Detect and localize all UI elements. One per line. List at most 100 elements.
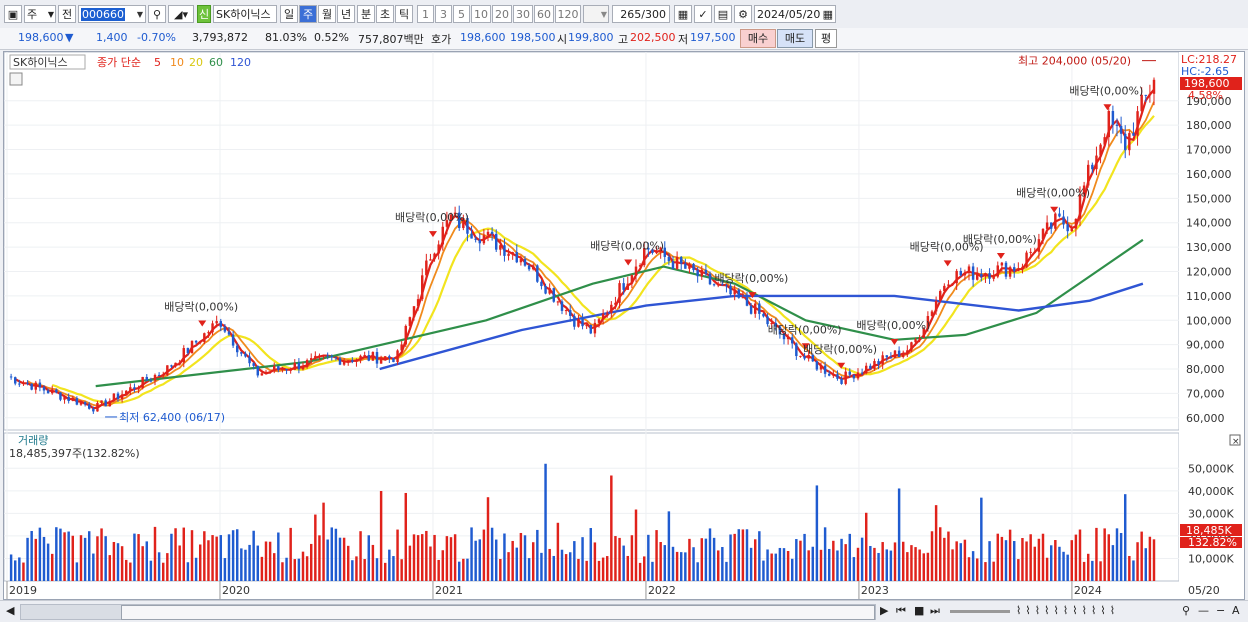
search-icon[interactable]: ⚲ — [148, 5, 166, 23]
volume-bar — [112, 541, 116, 581]
candle-body — [910, 342, 913, 351]
candle-body — [367, 355, 371, 361]
drawing-tools-icon[interactable]: ⌇⌇⌇⌇⌇⌇⌇⌇⌇⌇⌇ — [1016, 604, 1120, 617]
candle-body — [330, 356, 334, 358]
chart-area[interactable]: 190,000 180,000 170,000 160,000 150,000 140,0… — [3, 51, 1245, 600]
candle-body — [429, 259, 432, 261]
volume-bar — [301, 551, 305, 581]
candle-body — [1111, 111, 1115, 125]
minute-5[interactable]: 5 — [453, 5, 470, 23]
volume-bar — [832, 540, 835, 581]
minute-1[interactable]: 1 — [417, 5, 434, 23]
minute-3[interactable]: 3 — [435, 5, 452, 23]
candle-body — [803, 355, 806, 359]
scroll-right-icon[interactable]: ▶ — [880, 604, 889, 617]
minute-60[interactable]: 60 — [534, 5, 554, 23]
volume-bar — [1128, 555, 1131, 581]
volume-bar — [758, 531, 761, 581]
save-icon[interactable]: ▤ — [714, 5, 732, 23]
candle-body — [642, 247, 646, 266]
volume-bar — [281, 562, 284, 581]
volume-bar — [388, 549, 391, 581]
custom-period-select[interactable]: ▼ — [583, 5, 609, 23]
minute-120[interactable]: 120 — [555, 5, 581, 23]
candle-body — [1000, 262, 1004, 266]
volume-bar — [231, 530, 235, 581]
gear-icon[interactable]: ⚙ — [734, 5, 752, 23]
candle-body — [1062, 216, 1065, 225]
candle-body — [527, 265, 531, 270]
prev-button[interactable]: 전 — [58, 5, 76, 23]
stock-code-input[interactable]: 000660 ▼ — [78, 5, 146, 23]
volume-bar — [1004, 540, 1008, 581]
zoom-slider[interactable] — [950, 610, 1010, 613]
year-label: 2020 — [222, 584, 250, 597]
minute-30[interactable]: 30 — [513, 5, 533, 23]
candle-body — [544, 286, 547, 294]
minute-20[interactable]: 20 — [492, 5, 512, 23]
volume-bar — [272, 553, 276, 581]
last-icon[interactable]: ⏭ — [930, 604, 940, 617]
stop-icon[interactable]: ■ — [914, 604, 925, 617]
open-label: 시 — [557, 33, 568, 46]
candle-body — [207, 332, 210, 334]
buy-button[interactable]: 매수 — [740, 29, 776, 48]
period-tab-minute[interactable]: 분 — [357, 5, 375, 23]
volume-bar — [823, 527, 827, 581]
close-icon[interactable]: × — [1232, 437, 1240, 447]
candle-body — [503, 245, 506, 256]
volume-bar — [1054, 540, 1057, 581]
candle-body — [71, 398, 75, 402]
volume-bar — [852, 557, 856, 581]
volume-bar — [922, 553, 926, 581]
layout-icon[interactable]: ▣ — [4, 5, 22, 23]
eval-button[interactable]: 평 — [815, 29, 837, 48]
draw-icon[interactable]: ✓ — [694, 5, 712, 23]
volume-bar — [819, 549, 823, 581]
candle-body — [1070, 228, 1074, 232]
volume-bar — [531, 542, 535, 581]
price-tick: 170,000 — [1186, 144, 1232, 157]
high-price: 202,500 — [630, 31, 676, 44]
candle-icon[interactable]: ▦ — [674, 5, 692, 23]
period-tab-tick[interactable]: 틱 — [395, 5, 413, 23]
period-tab-day[interactable]: 일 — [280, 5, 298, 23]
candle-body — [1099, 144, 1102, 156]
period-tab-week[interactable]: 주 — [299, 5, 317, 23]
speaker-icon[interactable]: ◢▾ — [168, 5, 194, 23]
first-icon[interactable]: ⏮ — [896, 604, 906, 617]
candle-body — [1128, 133, 1131, 151]
volume-bar — [1049, 545, 1053, 581]
scrollbar-thumb[interactable] — [121, 605, 875, 620]
table-icon[interactable] — [9, 72, 23, 86]
volume-bar — [141, 546, 144, 581]
volume-tick: 30,000K — [1188, 507, 1234, 520]
period-select[interactable]: 주 ▼ — [24, 5, 56, 23]
text-size-icon[interactable]: A — [1232, 604, 1240, 617]
volume-bar — [466, 558, 469, 581]
calendar-icon[interactable]: ▦ — [822, 8, 833, 21]
candle-body — [647, 247, 650, 250]
zoom-icon[interactable]: ⚲ — [1182, 604, 1191, 617]
minus-icon[interactable]: − — [1216, 604, 1226, 617]
candle-body — [13, 377, 17, 384]
candle-body — [901, 353, 905, 357]
period-tab-year[interactable]: 년 — [337, 5, 355, 23]
minute-10[interactable]: 10 — [471, 5, 491, 23]
zoom-out-icon[interactable]: — — [1198, 604, 1209, 617]
year-label: 2021 — [435, 584, 463, 597]
close-panel-icon[interactable] — [1229, 434, 1241, 446]
count-input[interactable]: 265/300 — [612, 5, 670, 23]
sell-button[interactable]: 매도 — [777, 29, 813, 48]
scroll-left-icon[interactable]: ◀ — [6, 604, 15, 617]
volume-bar — [564, 554, 568, 581]
candle-body — [466, 218, 469, 234]
price-volume-chart[interactable]: 190,000 180,000 170,000 160,000 150,000 140,0… — [4, 52, 1244, 599]
volume-bar — [573, 541, 576, 581]
candle-body — [186, 348, 190, 354]
date-input[interactable]: 2024/05/20 ▦ — [754, 5, 836, 23]
period-tab-second[interactable]: 초 — [376, 5, 394, 23]
period-tab-month[interactable]: 월 — [318, 5, 336, 23]
candle-body — [79, 402, 83, 405]
candle-body — [815, 361, 819, 370]
